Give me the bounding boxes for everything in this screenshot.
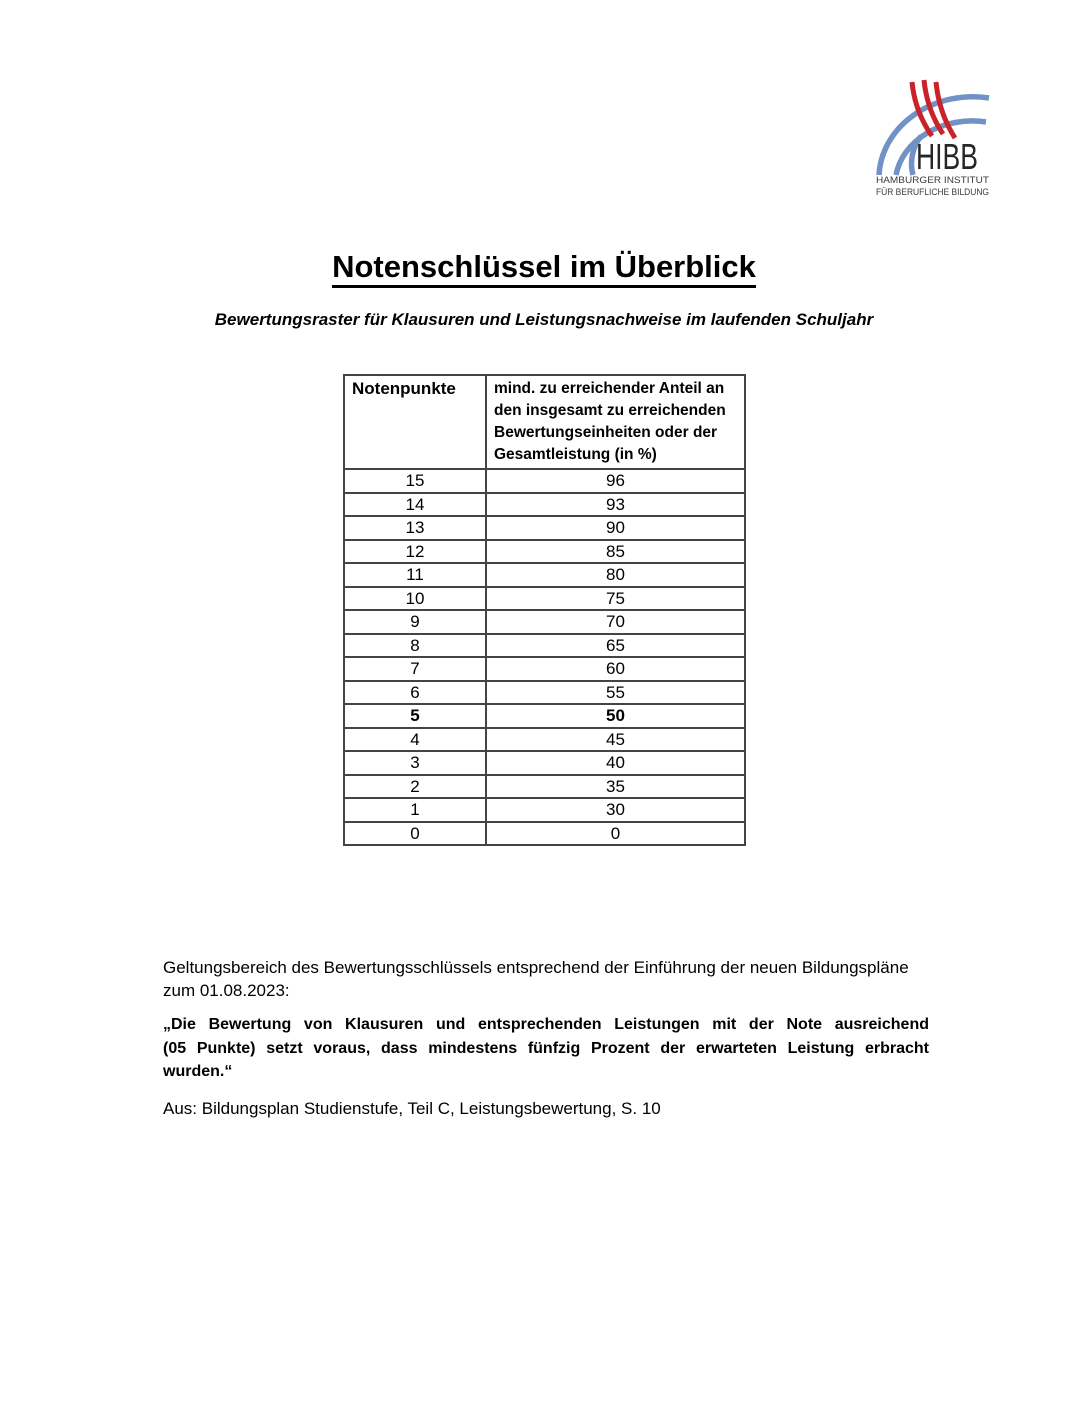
logo-acronym: HIBB (916, 136, 978, 177)
page-title: Notenschlüssel im Überblick (0, 249, 1088, 288)
notenpunkte-cell: 9 (343, 609, 487, 635)
anteil-cell: 60 (485, 656, 746, 682)
notenpunkte-cell: 12 (343, 538, 487, 564)
table-row: 6 55 (343, 679, 746, 705)
notenpunkte-cell: 13 (343, 515, 487, 541)
anteil-cell: 70 (485, 609, 746, 635)
hibb-logo: HIBB HAMBURGER INSTITUT FÜR BERUFLICHE B… (875, 72, 995, 204)
notenpunkte-cell: 6 (343, 679, 487, 705)
scope-paragraph: Geltungsbereich des Bewertungsschlüssels… (163, 958, 909, 1000)
notenpunkte-cell: 11 (343, 562, 487, 588)
table-row: 13 90 (343, 515, 746, 541)
logo-stripe-1 (909, 81, 935, 138)
table-row: 5 50 (343, 703, 746, 729)
notenpunkte-cell: 10 (343, 585, 487, 611)
grade-table: Notenpunkte mind. zu erreichender Anteil… (343, 374, 746, 846)
logo-red-stripes (909, 79, 958, 140)
quote-paragraph: „Die Bewertung von Klausuren und entspre… (163, 1016, 929, 1080)
hibb-logo-graphic: HIBB HAMBURGER INSTITUT FÜR BERUFLICHE B… (876, 79, 990, 198)
table-row: 14 93 (343, 491, 746, 517)
table-header-row: Notenpunkte mind. zu erreichender Anteil… (343, 374, 746, 470)
anteil-cell: 90 (485, 515, 746, 541)
table-row: 12 85 (343, 538, 746, 564)
header-anteil: mind. zu erreichender Anteil an den insg… (485, 374, 746, 470)
page-subtitle: Bewertungsraster für Klausuren und Leist… (214, 310, 874, 329)
anteil-cell: 35 (485, 773, 746, 799)
anteil-cell: 45 (485, 726, 746, 752)
anteil-cell: 50 (485, 703, 746, 729)
table-row: 11 80 (343, 562, 746, 588)
notenpunkte-cell: 3 (343, 750, 487, 776)
logo-caption-line2: FÜR BERUFLICHE BILDUNG (876, 187, 989, 198)
source-line: Aus: Bildungsplan Studienstufe, Teil C, … (163, 1099, 661, 1118)
grade-table-body: 15 96 14 93 13 90 12 85 11 80 10 75 (343, 468, 746, 846)
anteil-cell: 93 (485, 491, 746, 517)
table-row: 7 60 (343, 656, 746, 682)
anteil-cell: 85 (485, 538, 746, 564)
table-row: 4 45 (343, 726, 746, 752)
notenpunkte-cell: 7 (343, 656, 487, 682)
table-row: 2 35 (343, 773, 746, 799)
notenpunkte-cell: 0 (343, 820, 487, 846)
anteil-cell: 96 (485, 468, 746, 494)
logo-caption-line1: HAMBURGER INSTITUT (876, 175, 989, 186)
notenpunkte-cell: 2 (343, 773, 487, 799)
notenpunkte-cell: 4 (343, 726, 487, 752)
table-row: 0 0 (343, 820, 746, 846)
anteil-cell: 80 (485, 562, 746, 588)
table-row: 15 96 (343, 468, 746, 494)
logo-stripe-3 (933, 81, 958, 140)
notenpunkte-cell: 5 (343, 703, 487, 729)
logo-arc-outer (876, 94, 990, 176)
header-notenpunkte: Notenpunkte (343, 374, 487, 470)
anteil-cell: 55 (485, 679, 746, 705)
anteil-cell: 0 (485, 820, 746, 846)
table-row: 8 65 (343, 632, 746, 658)
notenpunkte-cell: 1 (343, 797, 487, 823)
anteil-cell: 30 (485, 797, 746, 823)
notenpunkte-cell: 15 (343, 468, 487, 494)
anteil-cell: 75 (485, 585, 746, 611)
table-row: 10 75 (343, 585, 746, 611)
notenpunkte-cell: 14 (343, 491, 487, 517)
table-row: 9 70 (343, 609, 746, 635)
anteil-cell: 65 (485, 632, 746, 658)
table-row: 3 40 (343, 750, 746, 776)
page-title-text: Notenschlüssel im Überblick (332, 249, 756, 288)
table-row: 1 30 (343, 797, 746, 823)
logo-arc-inner (908, 134, 924, 176)
logo-stripe-2 (921, 79, 946, 136)
notenpunkte-cell: 8 (343, 632, 487, 658)
anteil-cell: 40 (485, 750, 746, 776)
